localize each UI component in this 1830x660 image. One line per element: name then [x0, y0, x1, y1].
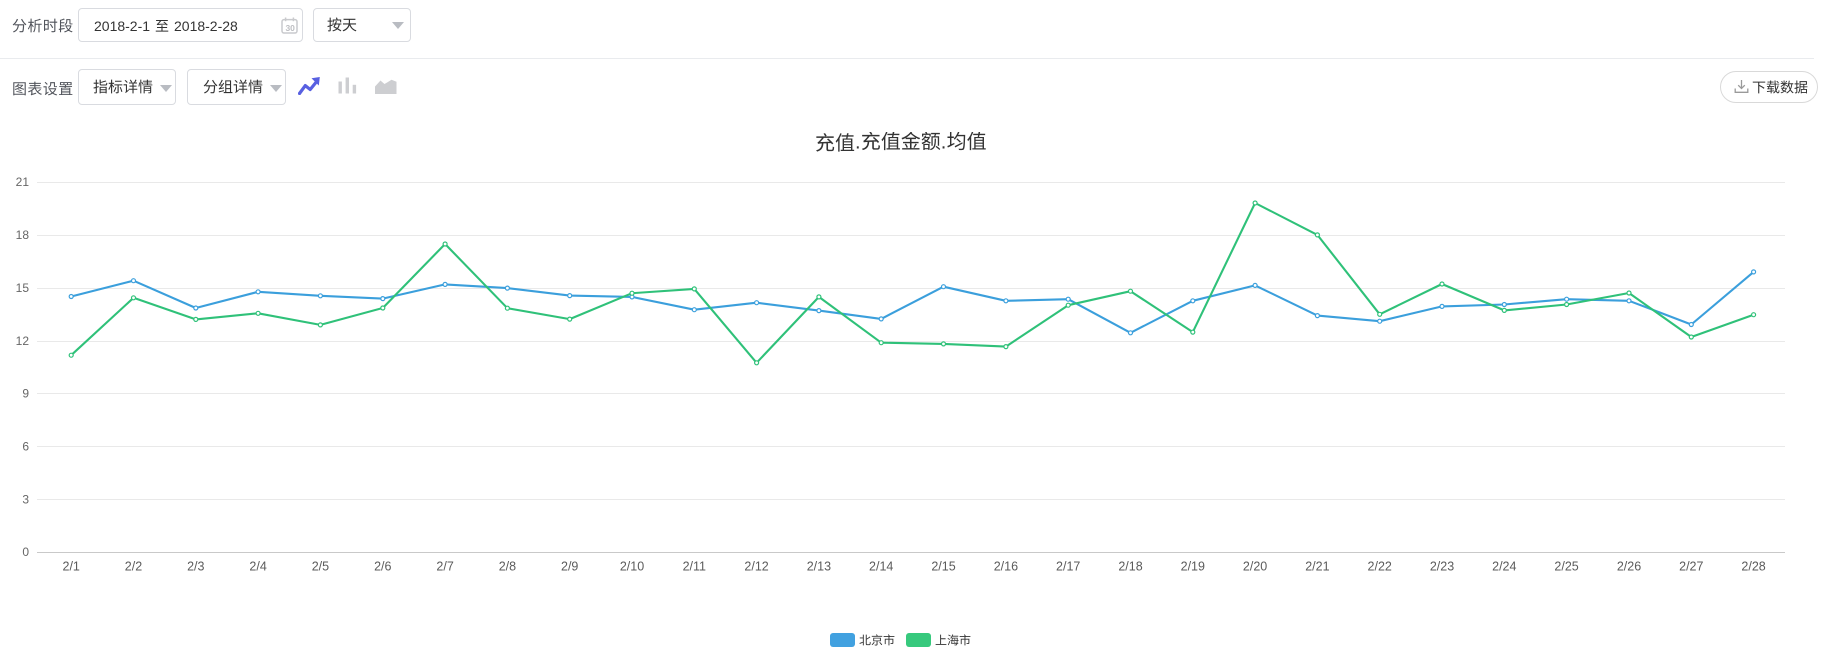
svg-text:2/11: 2/11 — [683, 560, 706, 574]
svg-text:2/24: 2/24 — [1492, 560, 1516, 574]
svg-text:21: 21 — [16, 175, 30, 189]
svg-text:2/1: 2/1 — [63, 560, 80, 574]
svg-text:2/13: 2/13 — [807, 560, 831, 574]
svg-text:2018-2-28: 2018-2-28 — [174, 18, 238, 34]
svg-text:2/17: 2/17 — [1056, 560, 1080, 574]
svg-text:2/22: 2/22 — [1368, 560, 1392, 574]
svg-text:2/25: 2/25 — [1554, 560, 1578, 574]
svg-text:2/28: 2/28 — [1741, 560, 1765, 574]
svg-text:0: 0 — [22, 545, 29, 559]
svg-text:2/2: 2/2 — [125, 560, 142, 574]
svg-text:2/19: 2/19 — [1181, 560, 1205, 574]
svg-text:3: 3 — [22, 492, 29, 506]
svg-text:2/27: 2/27 — [1679, 560, 1703, 574]
svg-text:2/6: 2/6 — [374, 560, 391, 574]
svg-text:2/16: 2/16 — [994, 560, 1018, 574]
svg-text:2/10: 2/10 — [620, 560, 644, 574]
svg-text:12: 12 — [16, 334, 30, 348]
svg-text:2/5: 2/5 — [312, 560, 329, 574]
svg-text:15: 15 — [16, 281, 30, 295]
svg-text:2/20: 2/20 — [1243, 560, 1267, 574]
svg-text:.: . — [941, 132, 947, 154]
svg-text:2018-2-1: 2018-2-1 — [94, 18, 150, 34]
svg-text:2/7: 2/7 — [436, 560, 453, 574]
svg-text:.: . — [855, 132, 861, 154]
svg-text:2/8: 2/8 — [499, 560, 516, 574]
svg-text:2/21: 2/21 — [1305, 560, 1329, 574]
svg-text:2/3: 2/3 — [187, 560, 204, 574]
svg-text:2/12: 2/12 — [744, 560, 768, 574]
svg-text:9: 9 — [22, 387, 29, 401]
svg-text:2/18: 2/18 — [1118, 560, 1142, 574]
svg-text:18: 18 — [16, 228, 30, 242]
svg-text:2/4: 2/4 — [249, 560, 266, 574]
svg-text:2/23: 2/23 — [1430, 560, 1454, 574]
svg-text:2/14: 2/14 — [869, 560, 893, 574]
svg-text:30: 30 — [285, 23, 295, 33]
svg-text:2/15: 2/15 — [931, 560, 955, 574]
svg-text:6: 6 — [22, 440, 29, 454]
svg-text:2/9: 2/9 — [561, 560, 578, 574]
svg-text:2/26: 2/26 — [1617, 560, 1641, 574]
